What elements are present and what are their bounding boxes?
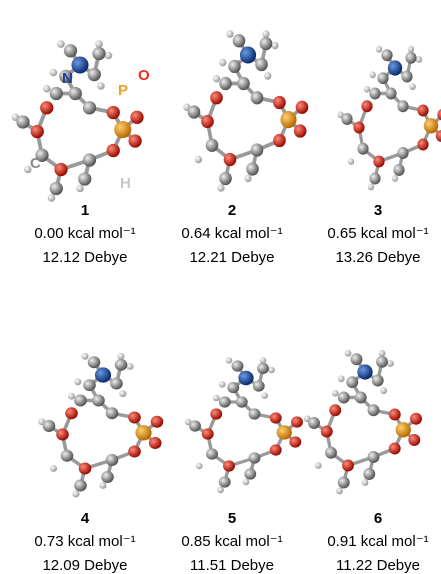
molecule-2 xyxy=(183,30,308,192)
relative-energy: 0.65 kcal mol⁻¹ xyxy=(327,225,428,242)
molecule-6 xyxy=(304,350,422,495)
dipole-moment: 13.26 Debye xyxy=(335,249,420,266)
dipole-moment: 12.12 Debye xyxy=(42,249,127,266)
relative-energy: 0.64 kcal mol⁻¹ xyxy=(181,225,282,242)
dipole-moment: 11.51 Debye xyxy=(190,557,274,574)
relative-energy: 0.00 kcal mol⁻¹ xyxy=(34,225,135,242)
conformer-number: 1 xyxy=(81,202,89,219)
molecule-4 xyxy=(38,353,163,498)
conformer-number: 5 xyxy=(228,510,236,527)
dipole-moment: 11.22 Debye xyxy=(336,557,420,574)
molecule-3 xyxy=(337,46,441,191)
figure: N P O C H 1 0.00 kcal mol⁻¹ 12.12 Debye 2 0.… xyxy=(0,0,441,574)
atom-label: O xyxy=(138,67,150,84)
dipole-moment: 12.09 Debye xyxy=(42,557,127,574)
conformer-number: 3 xyxy=(374,202,382,219)
atom-label: P xyxy=(118,82,128,99)
molecule-5 xyxy=(185,357,303,493)
conformer-number: 2 xyxy=(228,202,236,219)
atom-label: H xyxy=(120,175,131,192)
conformer-number: 4 xyxy=(81,510,90,527)
relative-energy: 0.91 kcal mol⁻¹ xyxy=(327,533,428,550)
conformer-number: 6 xyxy=(374,510,382,527)
dipole-moment: 12.21 Debye xyxy=(189,249,274,266)
atom-label: N xyxy=(62,70,73,87)
atom-label: C xyxy=(30,155,41,172)
relative-energy: 0.73 kcal mol⁻¹ xyxy=(34,533,135,550)
relative-energy: 0.85 kcal mol⁻¹ xyxy=(181,533,282,550)
